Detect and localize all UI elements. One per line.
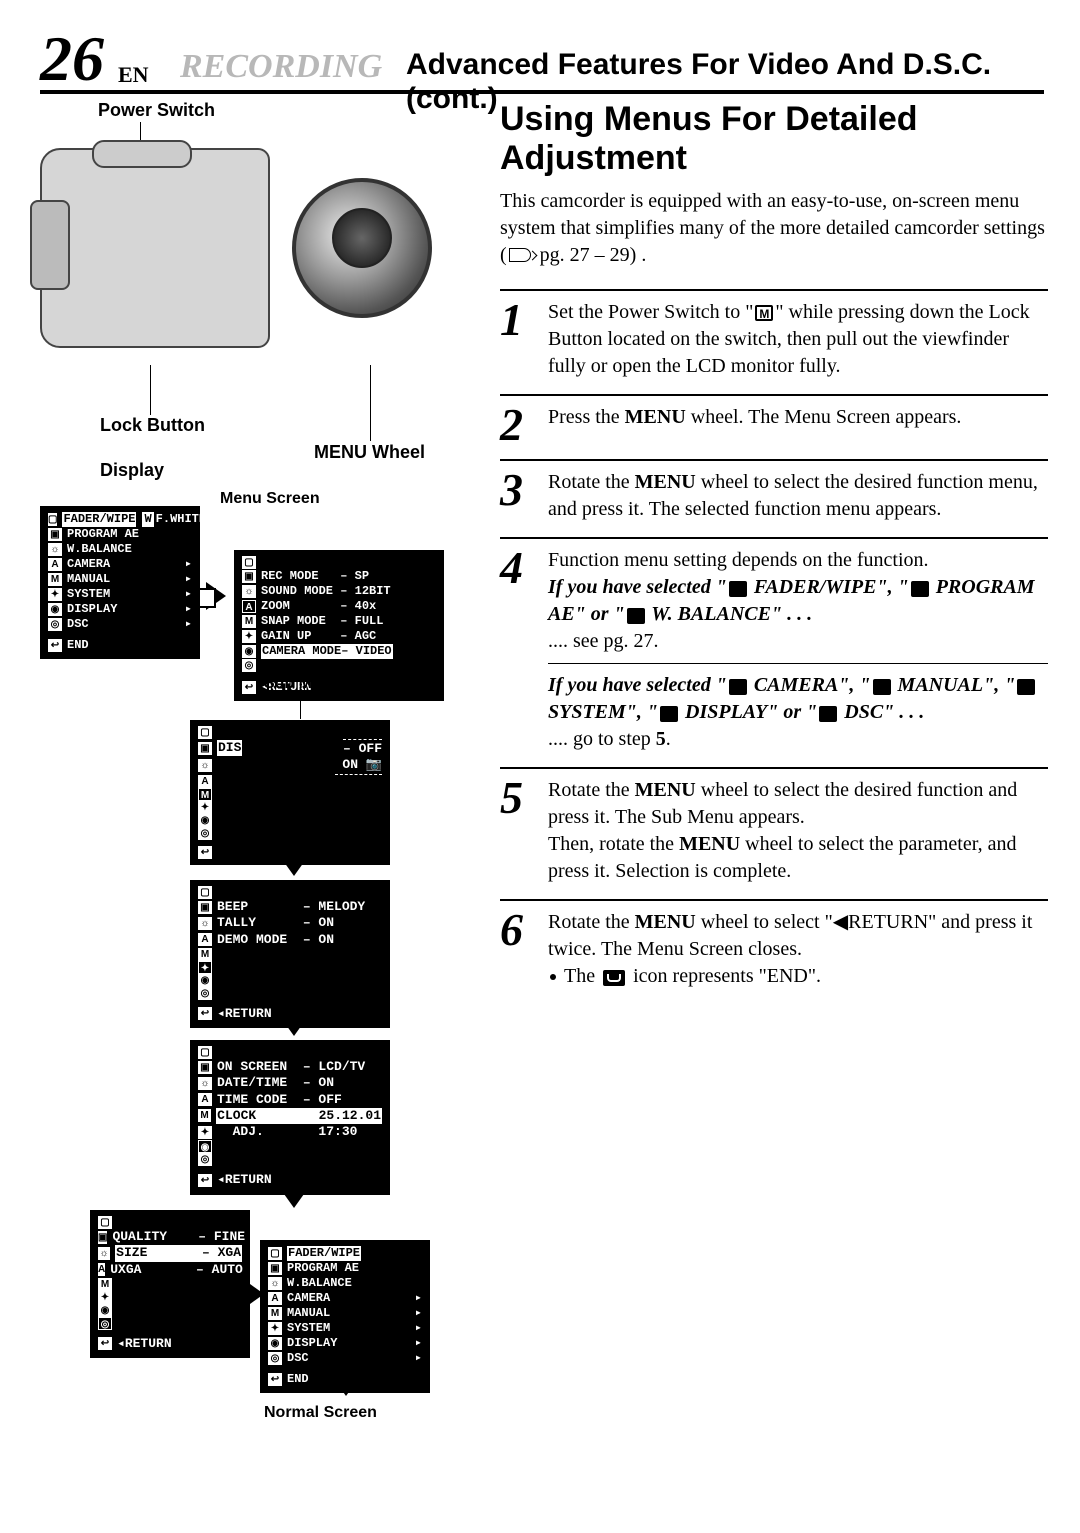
bullet-icon (550, 974, 556, 980)
page-ref-icon (509, 248, 531, 262)
step-4: 4 Function menu setting depends on the f… (500, 537, 1048, 767)
arrow-down-icon (336, 1382, 356, 1396)
menu-screen-label: Menu Screen (220, 490, 320, 508)
lock-button-label: Lock Button (100, 415, 205, 436)
page-number: 26 (40, 22, 104, 96)
right-column: Using Menus For Detailed Adjustment This… (500, 100, 1048, 1004)
display-icon (660, 706, 678, 722)
normal-screen-label: Normal Screen (264, 1404, 377, 1422)
leader-line (370, 365, 371, 441)
menu-panel-final: ▢FADER/WIPE ▣PROGRAM AE ☼W.BALANCE ACAME… (260, 1240, 430, 1393)
camcorder-illustration (40, 148, 442, 348)
step-number: 3 (500, 469, 536, 523)
title-recording: RECORDING (180, 48, 382, 86)
step-2: 2 Press the MENU wheel. The Menu Screen … (500, 394, 1048, 459)
arrow-down-icon (284, 1194, 304, 1208)
step-number: 2 (500, 404, 536, 445)
wbalance-icon (627, 608, 645, 624)
step-number: 5 (500, 777, 536, 885)
menu-panel-beep: ▢ ▣BEEP – MELODY ☼TALLY – ON ADEMO MODE … (190, 880, 390, 1028)
section-heading: Using Menus For Detailed Adjustment (500, 100, 1048, 178)
title-underline (40, 90, 1044, 94)
menu-panel-dis: ▢ ▣DIS– OFF ☼ ON 📷 A M ✦ ◉ ◎ ↩ (190, 720, 390, 865)
camera-icon (729, 679, 747, 695)
step-6: 6 Rotate the MENU wheel to select "◀RETU… (500, 899, 1048, 1004)
camcorder-body-icon (40, 148, 270, 348)
arrow-down-icon (284, 1022, 304, 1036)
divider (548, 663, 1048, 664)
step-number: 1 (500, 299, 536, 380)
arrow-down-icon (284, 862, 304, 876)
manual-icon (873, 679, 891, 695)
intro-text: This camcorder is equipped with an easy-… (500, 188, 1048, 269)
step-5: 5 Rotate the MENU wheel to select the de… (500, 767, 1048, 899)
leader-line (150, 365, 151, 415)
sub-menu-label: Sub Menu (264, 675, 340, 693)
menu-panel-main: ▢FADER/WIPE WF.WHITE ▣PROGRAM AE ☼W.BALA… (40, 506, 200, 659)
menu-wheel-label: MENU Wheel (314, 442, 425, 463)
page-language: EN (118, 62, 149, 88)
display-label: Display (100, 460, 164, 481)
menu-panel-onscreen: ▢ ▣ON SCREEN – LCD/TV ☼DATE/TIME – ON AT… (190, 1040, 390, 1195)
step-1: 1 Set the Power Switch to "M" while pres… (500, 289, 1048, 394)
fader-icon (729, 581, 747, 597)
program-ae-icon (911, 581, 929, 597)
arrow-right-icon (206, 582, 226, 610)
menu-panel-quality: ▢ ▣QUALITY – FINE ☼SIZE – XGA AUXGA – AU… (90, 1210, 250, 1358)
step-number: 6 (500, 909, 536, 990)
leader-line (300, 695, 301, 719)
step-number: 4 (500, 547, 536, 753)
m-mode-icon: M (755, 305, 773, 321)
power-switch-label: Power Switch (98, 100, 215, 121)
camcorder-lens-icon (282, 148, 442, 348)
end-icon (603, 970, 625, 986)
dsc-icon (819, 706, 837, 722)
system-icon (1017, 679, 1035, 695)
step-3: 3 Rotate the MENU wheel to select the de… (500, 459, 1048, 537)
